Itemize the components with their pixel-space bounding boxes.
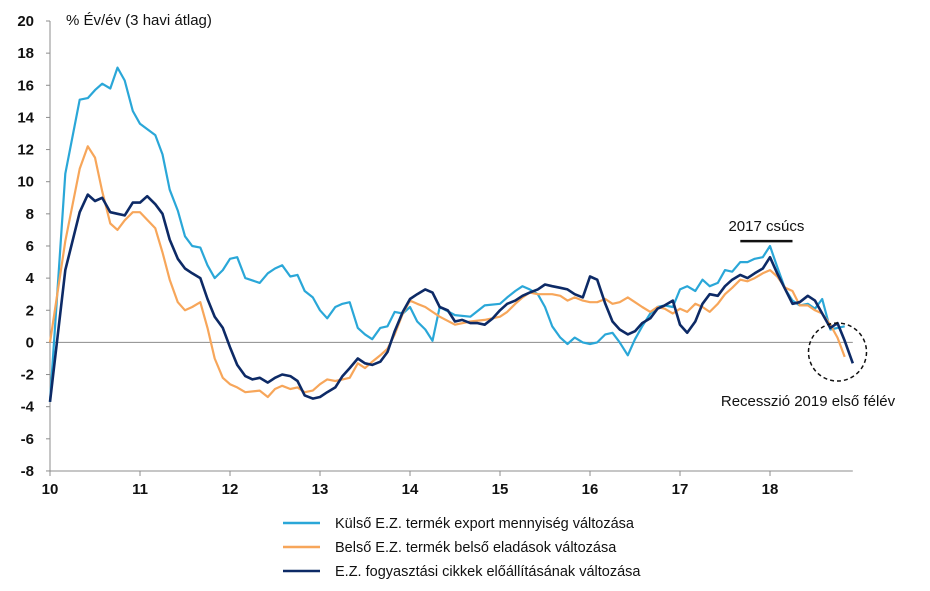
- legend-item-export: Külső E.Z. termék export mennyiség válto…: [283, 516, 635, 532]
- y-tick-label: 18: [17, 45, 34, 62]
- y-tick-label: 8: [26, 206, 34, 223]
- y-tick-label: 6: [26, 238, 34, 255]
- recession-highlight-circle: [807, 322, 868, 382]
- series-line-consumer-goods: [48, 193, 855, 403]
- y-tick-label: 10: [17, 174, 34, 191]
- legend-item-domestic-sales: Belső E.Z. termék belső eladások változá…: [283, 540, 617, 556]
- y-axis-unit-label: % Év/év (3 havi átlag): [66, 12, 212, 29]
- y-tick-label: 12: [17, 142, 34, 159]
- peak-annotation-label: 2017 csúcs: [728, 218, 804, 235]
- legend-label: Külső E.Z. termék export mennyiség válto…: [335, 516, 635, 532]
- y-tick-label: 0: [26, 334, 34, 351]
- y-tick-label: 14: [17, 109, 34, 126]
- x-tick-label: 14: [402, 481, 419, 498]
- y-tick-label: -4: [21, 399, 35, 416]
- recession-annotation-label: Recesszió 2019 első félév: [721, 393, 896, 410]
- y-tick-label: 4: [26, 270, 35, 287]
- x-tick-label: 16: [582, 481, 599, 498]
- legend: Külső E.Z. termék export mennyiség válto…: [283, 516, 641, 580]
- series-line-export: [48, 66, 845, 402]
- y-tick-label: -8: [21, 463, 34, 480]
- x-tick-label: 17: [672, 481, 689, 498]
- x-tick-label: 12: [222, 481, 239, 498]
- y-axis-ticks: -8 -6 -4 -2 0 2 4 6 8 10 12 14 16 18 20: [17, 13, 50, 480]
- y-tick-label: -6: [21, 431, 34, 448]
- x-tick-label: 15: [492, 481, 509, 498]
- x-tick-label: 11: [132, 481, 148, 498]
- y-tick-label: -2: [21, 367, 34, 384]
- x-tick-label: 18: [762, 481, 779, 498]
- series-lines: [48, 66, 855, 403]
- x-axis-ticks: 10 11 12 13 14 15 16 17 18: [42, 470, 779, 498]
- x-tick-label: 10: [42, 481, 59, 498]
- x-tick-label: 13: [312, 481, 329, 498]
- y-tick-label: 2: [26, 302, 34, 319]
- legend-label: Belső E.Z. termék belső eladások változá…: [335, 540, 617, 556]
- y-tick-label: 20: [17, 13, 34, 30]
- y-tick-label: 16: [17, 77, 34, 94]
- legend-label: E.Z. fogyasztási cikkek előállításának v…: [335, 564, 641, 580]
- legend-item-consumer-goods: E.Z. fogyasztási cikkek előállításának v…: [283, 564, 641, 580]
- series-line-domestic-sales: [48, 145, 846, 399]
